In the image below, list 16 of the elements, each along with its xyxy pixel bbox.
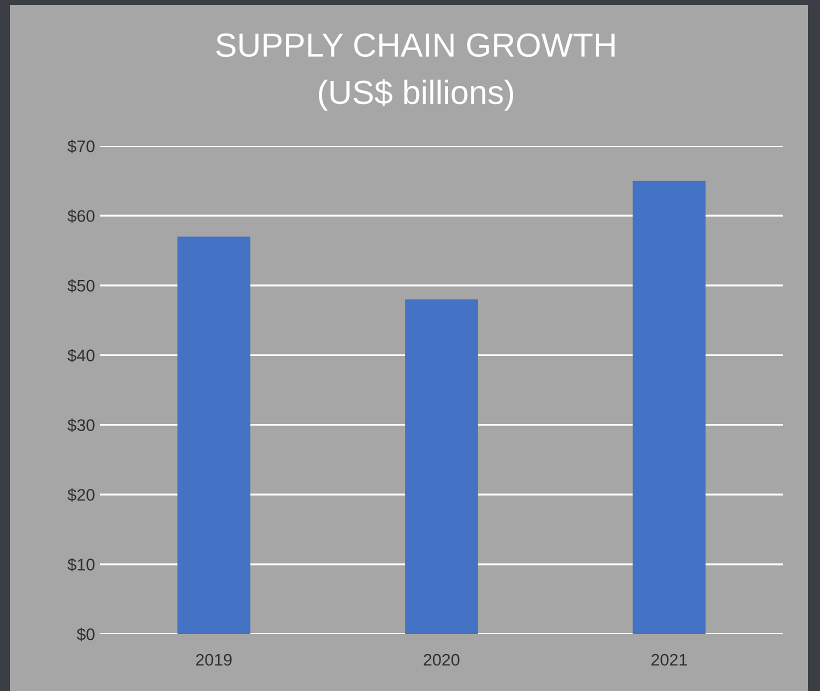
bar xyxy=(632,180,706,634)
y-tick-label: $40 xyxy=(68,348,94,362)
y-tick-label: $50 xyxy=(68,279,94,293)
y-tick-label: $20 xyxy=(68,488,94,502)
y-tick-label: $70 xyxy=(68,140,94,154)
x-tick-label: 2020 xyxy=(424,654,460,666)
y-tick-label: $30 xyxy=(68,418,94,432)
x-tick-label: 2019 xyxy=(196,654,232,666)
y-tick-label: $10 xyxy=(68,558,94,572)
y-tick-label: $60 xyxy=(68,209,94,223)
bar xyxy=(405,299,478,634)
y-tick-label: $0 xyxy=(76,628,94,642)
chart-title: SUPPLY CHAIN GROWTH xyxy=(216,33,615,57)
x-tick-label: 2021 xyxy=(651,654,687,666)
chart-subtitle: (US$ billions) xyxy=(318,79,514,111)
bar xyxy=(177,236,250,634)
